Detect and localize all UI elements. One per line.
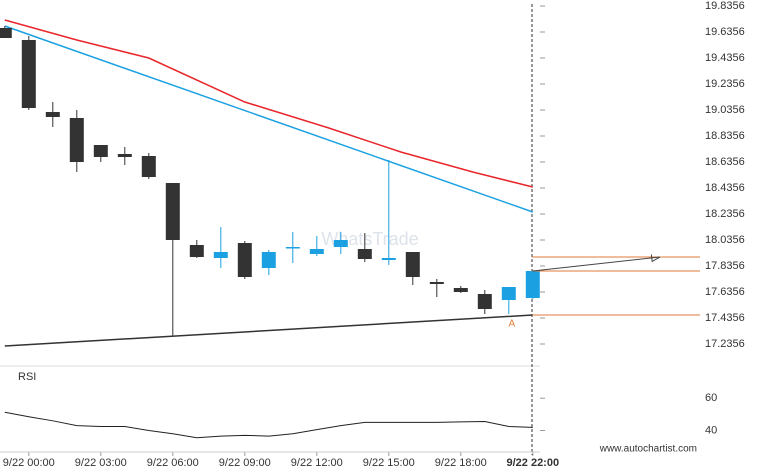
candle-body bbox=[333, 240, 348, 247]
trend-line bbox=[4, 314, 533, 347]
candle-body bbox=[429, 282, 444, 284]
candle-body bbox=[501, 287, 516, 301]
candle-body bbox=[117, 153, 132, 158]
candle-body bbox=[525, 270, 540, 298]
candle-body bbox=[69, 118, 84, 163]
rsi-line bbox=[4, 411, 533, 439]
candle-body bbox=[261, 252, 276, 269]
candle-body bbox=[165, 183, 180, 241]
pattern-label: A bbox=[508, 319, 515, 330]
y-tick-label: 18.8356 bbox=[705, 130, 745, 142]
candle-body bbox=[0, 28, 12, 39]
candle-body bbox=[237, 243, 252, 278]
rsi-label: RSI bbox=[18, 371, 36, 383]
y-tick-label: 19.6356 bbox=[705, 26, 745, 38]
candle-body bbox=[21, 40, 36, 109]
arrow-head bbox=[650, 254, 661, 263]
y-tick-label: 19.8356 bbox=[705, 0, 745, 12]
candle-body bbox=[213, 252, 228, 258]
x-tick-label: 9/22 22:00 bbox=[506, 457, 559, 469]
candle-body bbox=[285, 246, 300, 249]
x-tick-label: 9/22 15:00 bbox=[363, 457, 415, 469]
candle-body bbox=[453, 288, 468, 293]
x-tick-label: 9/22 18:00 bbox=[435, 457, 487, 469]
candle-body bbox=[189, 244, 204, 258]
y-tick-label: 18.4356 bbox=[705, 182, 745, 194]
candle-body bbox=[381, 257, 396, 260]
rsi-tick-label: 60 bbox=[705, 392, 717, 404]
candle-body bbox=[477, 294, 492, 310]
x-tick-label: 9/22 12:00 bbox=[291, 457, 343, 469]
candle-body bbox=[309, 249, 324, 255]
candle-body bbox=[357, 249, 372, 259]
candle-body bbox=[93, 145, 108, 158]
x-tick-label: 9/22 06:00 bbox=[147, 457, 199, 469]
source: www.autochartist.com bbox=[599, 444, 697, 455]
y-tick-label: 17.2356 bbox=[705, 338, 745, 350]
y-tick-label: 18.6356 bbox=[705, 156, 745, 168]
candle-body bbox=[45, 112, 60, 117]
y-tick-label: 17.8356 bbox=[705, 260, 745, 272]
y-tick-label: 19.4356 bbox=[705, 52, 745, 64]
y-tick-label: 17.4356 bbox=[705, 312, 745, 324]
trend-line bbox=[4, 19, 533, 188]
y-tick-label: 17.6356 bbox=[705, 286, 745, 298]
y-tick-label: 18.2356 bbox=[705, 208, 745, 220]
y-tick-label: 19.0356 bbox=[705, 104, 745, 116]
trend-line bbox=[4, 25, 534, 213]
x-tick-label: 9/22 03:00 bbox=[75, 457, 127, 469]
rsi-tick-label: 40 bbox=[705, 424, 717, 436]
candle-body bbox=[405, 252, 420, 278]
x-tick-label: 9/22 09:00 bbox=[219, 457, 271, 469]
candle-body bbox=[141, 155, 156, 178]
projection-arrow bbox=[532, 256, 661, 272]
y-tick-label: 19.2356 bbox=[705, 78, 745, 90]
x-tick-label: 9/22 00:00 bbox=[3, 457, 55, 469]
y-tick-label: 18.0356 bbox=[705, 234, 745, 246]
